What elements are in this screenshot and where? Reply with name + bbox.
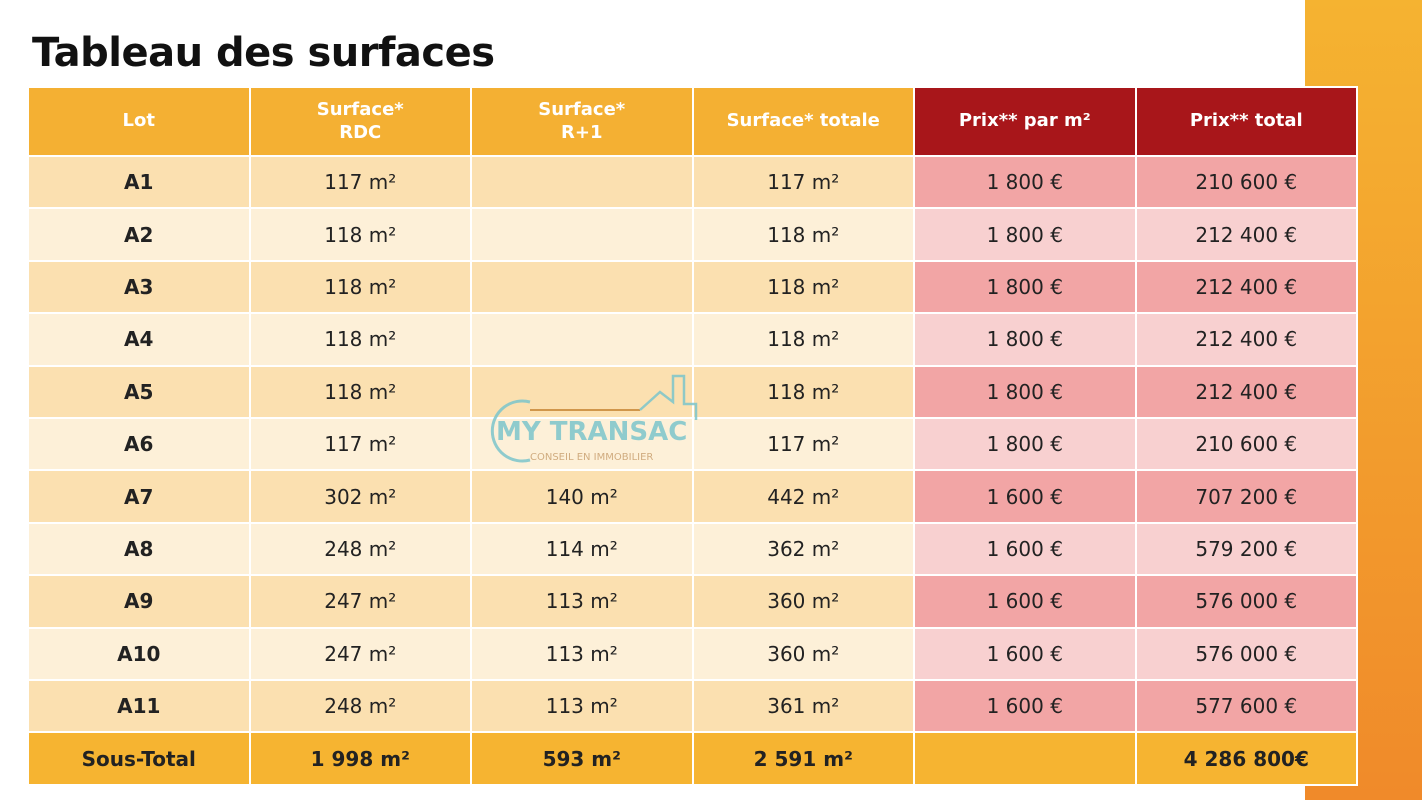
table-row: A5 118 m² 118 m² 1 800 €212 400 € — [27, 364, 1358, 419]
cell-surface-rdc: 117 m² — [248, 154, 472, 210]
cell-prix-total: 577 600 € — [1134, 678, 1358, 734]
table-row: A6 117 m² 117 m² 1 800 €210 600 € — [27, 416, 1358, 472]
cell-surface-r1 — [470, 312, 694, 367]
cell-prix-m2: 1 600 € — [913, 574, 1137, 629]
cell-prix-total: 576 000 € — [1134, 574, 1358, 629]
cell-lot: A4 — [27, 312, 251, 367]
cell-surface-r1 — [470, 416, 694, 472]
cell-lot: Sous-Total — [27, 731, 251, 787]
cell-prix-total: 4 286 800€ — [1134, 731, 1358, 787]
header-lot: Lot — [27, 86, 251, 157]
cell-lot: A10 — [27, 626, 251, 681]
surfaces-table: Lot Surface* RDC Surface* R+1 Surface* totale… — [27, 86, 1358, 787]
cell-surface-r1: 113 m² — [470, 574, 694, 629]
cell-prix-total: 707 200 € — [1134, 469, 1358, 524]
cell-surface-rdc: 247 m² — [248, 626, 472, 681]
cell-surface-rdc: 118 m² — [248, 312, 472, 367]
header-prix-total: Prix** total — [1134, 86, 1358, 157]
cell-prix-total: 212 400 € — [1134, 207, 1358, 262]
cell-surface-r1: 593 m² — [470, 731, 694, 787]
cell-surface-rdc: 248 m² — [248, 521, 472, 577]
page-title: Tableau des surfaces — [32, 30, 495, 76]
cell-lot: A8 — [27, 521, 251, 577]
header-surface-rdc: Surface* RDC — [248, 86, 472, 157]
cell-prix-total: 212 400 € — [1134, 259, 1358, 315]
cell-prix-m2: 1 600 € — [913, 521, 1137, 577]
cell-surface-totale: 442 m² — [691, 469, 915, 524]
cell-lot: A6 — [27, 416, 251, 472]
cell-surface-r1 — [470, 364, 694, 419]
cell-surface-rdc: 118 m² — [248, 259, 472, 315]
cell-prix-total: 210 600 € — [1134, 416, 1358, 472]
cell-surface-r1 — [470, 207, 694, 262]
cell-prix-m2: 1 800 € — [913, 364, 1137, 419]
cell-surface-r1: 113 m² — [470, 626, 694, 681]
cell-surface-r1: 114 m² — [470, 521, 694, 577]
table-row: A11 248 m² 113 m² 361 m² 1 600 €577 600 € — [27, 678, 1358, 734]
cell-surface-totale: 118 m² — [691, 312, 915, 367]
cell-surface-totale: 117 m² — [691, 154, 915, 210]
cell-surface-totale: 361 m² — [691, 678, 915, 734]
cell-surface-r1 — [470, 154, 694, 210]
table-row: A4 118 m² 118 m² 1 800 €212 400 € — [27, 312, 1358, 367]
cell-surface-totale: 360 m² — [691, 626, 915, 681]
cell-prix-total: 210 600 € — [1134, 154, 1358, 210]
cell-surface-rdc: 118 m² — [248, 364, 472, 419]
cell-surface-rdc: 247 m² — [248, 574, 472, 629]
cell-surface-r1: 140 m² — [470, 469, 694, 524]
cell-prix-total: 579 200 € — [1134, 521, 1358, 577]
cell-prix-m2: 1 600 € — [913, 678, 1137, 734]
cell-surface-rdc: 1 998 m² — [248, 731, 472, 787]
cell-prix-m2 — [913, 731, 1137, 787]
cell-lot: A9 — [27, 574, 251, 629]
cell-surface-totale: 117 m² — [691, 416, 915, 472]
header-prix-m2: Prix** par m² — [913, 86, 1137, 157]
header-surface-totale: Surface* totale — [691, 86, 915, 157]
cell-surface-totale: 360 m² — [691, 574, 915, 629]
cell-prix-m2: 1 800 € — [913, 207, 1137, 262]
cell-surface-rdc: 118 m² — [248, 207, 472, 262]
cell-surface-totale: 118 m² — [691, 207, 915, 262]
cell-prix-m2: 1 800 € — [913, 416, 1137, 472]
cell-lot: A11 — [27, 678, 251, 734]
cell-surface-r1: 113 m² — [470, 678, 694, 734]
cell-prix-total: 212 400 € — [1134, 312, 1358, 367]
cell-prix-m2: 1 800 € — [913, 312, 1137, 367]
table-row: Sous-Total 1 998 m² 593 m² 2 591 m² 4 286 80… — [27, 731, 1358, 787]
cell-prix-m2: 1 800 € — [913, 259, 1137, 315]
cell-surface-totale: 362 m² — [691, 521, 915, 577]
table-row: A9 247 m² 113 m² 360 m² 1 600 €576 000 € — [27, 574, 1358, 629]
table-row: A10 247 m² 113 m² 360 m² 1 600 €576 000 € — [27, 626, 1358, 681]
table-row: A7 302 m² 140 m² 442 m² 1 600 €707 200 € — [27, 469, 1358, 524]
cell-surface-rdc: 248 m² — [248, 678, 472, 734]
cell-surface-rdc: 302 m² — [248, 469, 472, 524]
cell-surface-totale: 2 591 m² — [691, 731, 915, 787]
cell-prix-m2: 1 600 € — [913, 469, 1137, 524]
cell-lot: A7 — [27, 469, 251, 524]
cell-lot: A3 — [27, 259, 251, 315]
cell-prix-m2: 1 600 € — [913, 626, 1137, 681]
cell-surface-totale: 118 m² — [691, 364, 915, 419]
table-header-row: Lot Surface* RDC Surface* R+1 Surface* totale… — [27, 86, 1358, 157]
cell-surface-totale: 118 m² — [691, 259, 915, 315]
cell-surface-r1 — [470, 259, 694, 315]
table-row: A2 118 m² 118 m² 1 800 €212 400 € — [27, 207, 1358, 262]
header-surface-r1: Surface* R+1 — [470, 86, 694, 157]
cell-lot: A5 — [27, 364, 251, 419]
table-row: A3 118 m² 118 m² 1 800 €212 400 € — [27, 259, 1358, 315]
table-row: A1 117 m² 117 m² 1 800 €210 600 € — [27, 154, 1358, 210]
cell-prix-m2: 1 800 € — [913, 154, 1137, 210]
cell-lot: A2 — [27, 207, 251, 262]
cell-lot: A1 — [27, 154, 251, 210]
cell-surface-rdc: 117 m² — [248, 416, 472, 472]
table-row: A8 248 m² 114 m² 362 m² 1 600 €579 200 € — [27, 521, 1358, 577]
cell-prix-total: 212 400 € — [1134, 364, 1358, 419]
cell-prix-total: 576 000 € — [1134, 626, 1358, 681]
